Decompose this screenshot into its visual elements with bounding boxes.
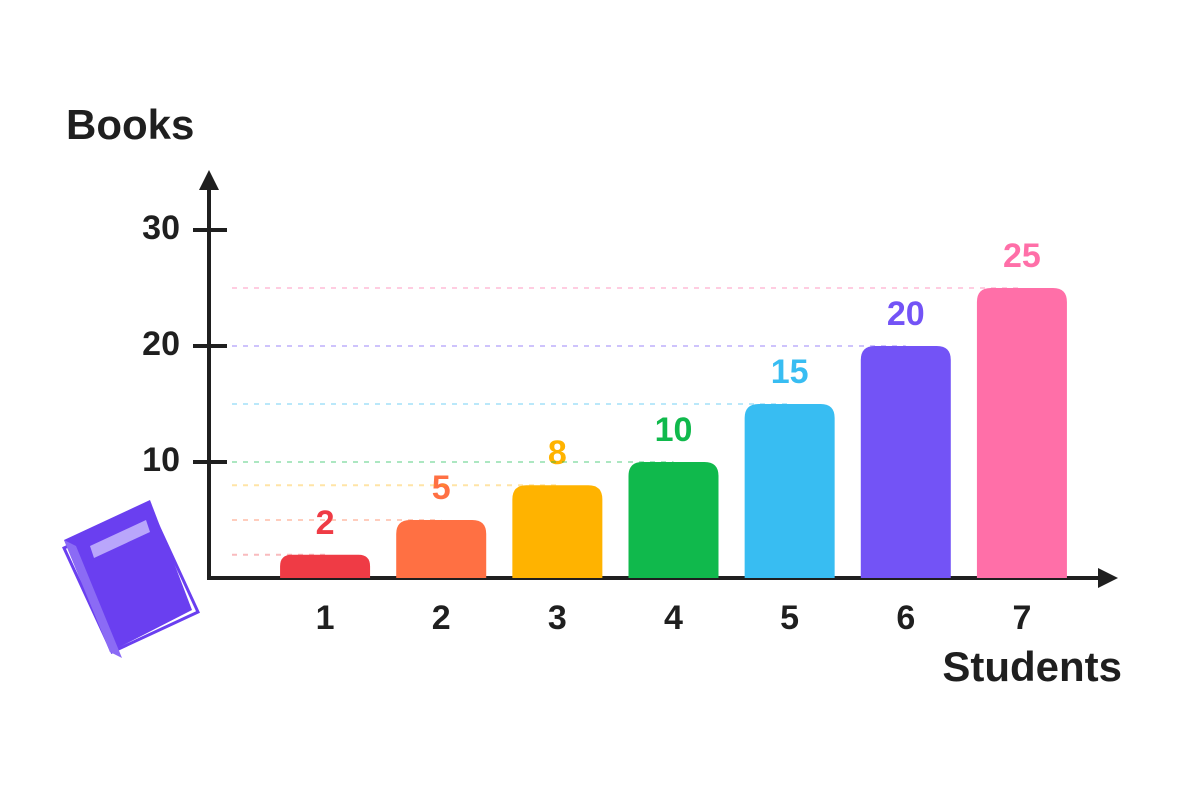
value-label: 8: [548, 434, 567, 472]
value-label: 25: [1003, 237, 1041, 275]
y-tick-label: 30: [142, 209, 180, 247]
book-icon: [62, 500, 200, 658]
bar: [628, 462, 719, 578]
x-tick-label: 7: [1012, 599, 1031, 637]
value-label: 15: [771, 353, 809, 391]
y-tick-label: 10: [142, 441, 180, 479]
value-label: 20: [887, 295, 925, 333]
x-tick-label: 2: [432, 599, 451, 637]
bar: [280, 554, 371, 578]
bar: [744, 404, 835, 578]
x-tick-label: 5: [780, 599, 799, 637]
value-label: 5: [432, 469, 451, 507]
bar: [512, 485, 603, 578]
x-tick-label: 1: [316, 599, 335, 637]
bar: [976, 288, 1067, 578]
x-tick-label: 4: [664, 599, 683, 637]
x-tick-label: 6: [896, 599, 915, 637]
x-tick-label: 3: [548, 599, 567, 637]
bar: [396, 520, 487, 578]
x-axis-label: Students: [942, 643, 1122, 690]
value-label: 2: [316, 504, 335, 542]
value-label: 10: [655, 411, 693, 449]
y-tick-label: 20: [142, 325, 180, 363]
bar: [860, 346, 951, 578]
y-axis-label: Books: [66, 101, 194, 148]
